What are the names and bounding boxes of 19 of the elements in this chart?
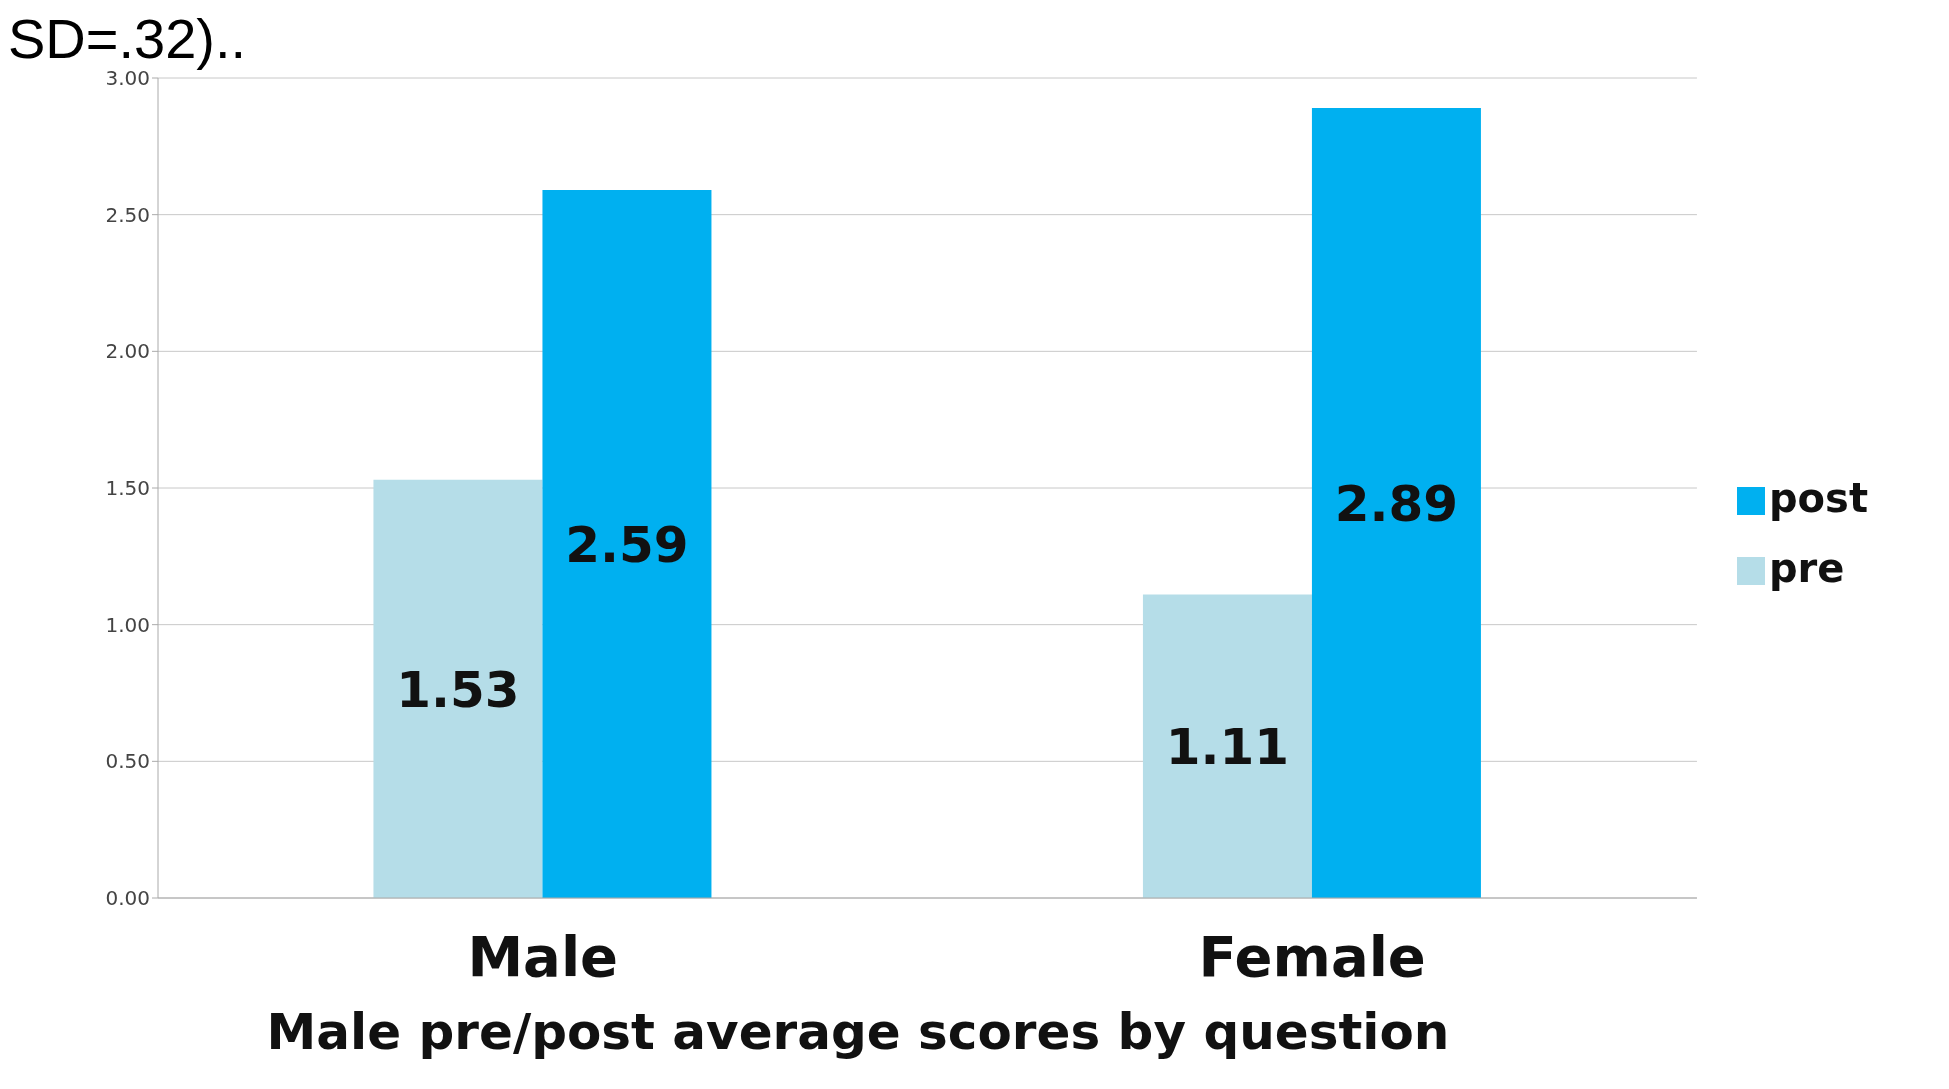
data-label: 1.53 (396, 660, 520, 719)
y-tick-label: 0.50 (105, 749, 150, 774)
x-tick-label: Male (467, 923, 619, 989)
y-tick-label: 1.00 (105, 612, 150, 637)
data-label: 2.89 (1334, 474, 1459, 533)
data-label: 2.59 (565, 515, 689, 574)
legend-label: post (1768, 475, 1868, 521)
bar (1142, 594, 1312, 898)
bar (373, 479, 543, 898)
y-tick-label: 1.50 (105, 476, 150, 501)
legend-label: pre (1768, 545, 1845, 591)
text: Male pre/post average scores by question (265, 1003, 1451, 1061)
x-tick-label: Female (1198, 923, 1426, 989)
y-tick-label: 2.50 (105, 202, 150, 227)
y-tick-label: 2.00 (105, 339, 150, 364)
y-tick-label: 0.00 (105, 886, 150, 911)
bar (542, 190, 712, 898)
data-label: 1.11 (1165, 718, 1290, 777)
bar (1311, 108, 1481, 898)
